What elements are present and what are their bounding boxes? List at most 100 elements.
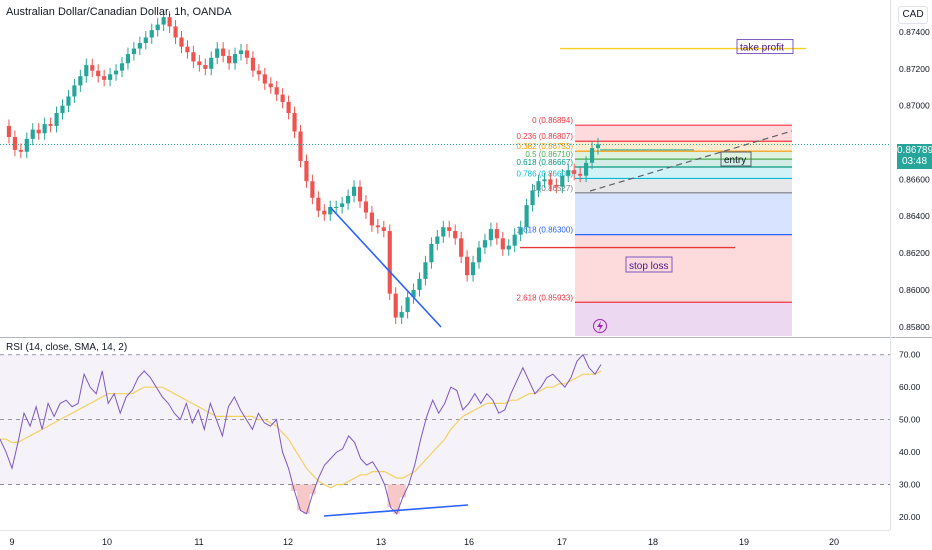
fib-level-label: 1.618 (0.86300) <box>517 226 574 235</box>
time-axis-label: 10 <box>102 537 112 547</box>
last-price-value: 0.86789 <box>897 145 932 156</box>
lightning-icon-bolt <box>597 321 603 331</box>
candle-body <box>595 144 601 149</box>
candle-body <box>221 48 226 56</box>
candle-body <box>470 262 476 276</box>
candle-body <box>125 54 131 64</box>
candle-body <box>506 245 511 250</box>
price-axis-label: 0.86000 <box>899 285 930 295</box>
fib-zone <box>575 192 792 235</box>
fib-level-label: 0.618 (0.86667) <box>517 158 574 167</box>
candle-body <box>405 297 410 313</box>
candle-body <box>346 195 351 204</box>
fib-zone <box>575 151 792 160</box>
candle-body <box>203 65 208 69</box>
candle-body <box>292 113 297 132</box>
candle-body <box>238 50 244 55</box>
fib-zone <box>575 234 792 303</box>
time-axis-label: 11 <box>194 537 203 547</box>
candle-body <box>137 43 142 49</box>
candle-body <box>524 205 529 228</box>
rsi-band <box>0 354 890 485</box>
lightning-icon <box>593 319 607 333</box>
fib-zone <box>575 141 792 152</box>
stop-loss-label: stop loss <box>629 261 668 272</box>
entry-label: entry <box>724 155 746 166</box>
candle-body <box>447 227 452 231</box>
candle-body <box>155 24 160 31</box>
candle-body <box>18 149 23 152</box>
candle-body <box>209 57 214 69</box>
fib-zone <box>575 125 792 142</box>
candle-body <box>113 70 119 75</box>
candle-body <box>119 63 125 71</box>
candle-body <box>357 186 363 202</box>
candle-body <box>78 76 83 86</box>
candle-body <box>453 230 458 239</box>
candle-body <box>589 148 595 163</box>
candle-body <box>42 124 47 134</box>
price-trendline <box>329 206 442 328</box>
candle-body <box>340 203 345 208</box>
rsi-axis-label: 50.00 <box>899 415 921 425</box>
candle-body <box>316 197 321 211</box>
time-axis-label: 20 <box>829 537 839 547</box>
candle-body <box>560 175 565 187</box>
candle-body <box>369 212 374 226</box>
candle-body <box>6 125 12 137</box>
candle-body <box>554 184 559 187</box>
candle-body <box>161 17 166 25</box>
candle-body <box>387 230 392 294</box>
fib-zone <box>575 159 792 168</box>
candle-body <box>191 52 196 62</box>
candle-body <box>411 289 416 298</box>
rsi-axis-label: 30.00 <box>899 480 921 490</box>
candle-body <box>197 61 202 66</box>
candle-body <box>90 65 95 71</box>
fib-level-label: 0.236 (0.86807) <box>517 132 574 141</box>
rsi-title: RSI (14, close, SMA, 14, 2) <box>6 342 128 353</box>
fib-level-label: 0 (0.86894) <box>532 116 573 125</box>
candle-body <box>566 170 571 176</box>
candle-body <box>476 247 482 263</box>
candle-body <box>143 37 148 44</box>
candle-body <box>542 179 547 182</box>
candle-body <box>167 17 172 27</box>
rsi-axis-label: 60.00 <box>899 382 921 392</box>
rsi-axis-label: 20.00 <box>899 512 921 522</box>
fib-zone <box>575 302 792 336</box>
candle-body <box>488 229 493 241</box>
candle-body <box>280 94 285 102</box>
price-axis-label: 0.86200 <box>899 248 930 258</box>
candle-body <box>54 113 59 126</box>
candle-body <box>131 48 136 55</box>
price-axis-label: 0.87000 <box>899 101 930 111</box>
candle-body <box>304 160 309 182</box>
candle-body <box>36 129 41 134</box>
fib-level-label: 0.5 (0.86710) <box>525 150 573 159</box>
candle-body <box>24 138 29 152</box>
candle-body <box>441 227 446 237</box>
candle-body <box>60 105 65 114</box>
candle-body <box>429 243 434 263</box>
candle-body <box>500 238 505 250</box>
candle-body <box>310 181 315 198</box>
candle-body <box>417 278 422 290</box>
time-axis-label: 18 <box>648 537 658 547</box>
candle-body <box>256 70 261 75</box>
candle-body <box>66 96 71 106</box>
fib-level-label: 1 (0.86527) <box>532 184 573 193</box>
candle-body <box>530 190 535 206</box>
lightning-icon-ring <box>593 319 607 333</box>
rsi-axis-label: 40.00 <box>899 447 921 457</box>
rsi-line <box>0 353 602 515</box>
currency-button[interactable]: CAD <box>898 6 928 24</box>
candle-body <box>286 101 291 114</box>
bar-countdown: 03:48 <box>901 156 928 167</box>
candle-body <box>250 57 255 71</box>
candle-body <box>244 50 250 58</box>
candle-body <box>262 74 267 84</box>
candle-body <box>173 26 178 38</box>
candle-body <box>548 179 553 185</box>
